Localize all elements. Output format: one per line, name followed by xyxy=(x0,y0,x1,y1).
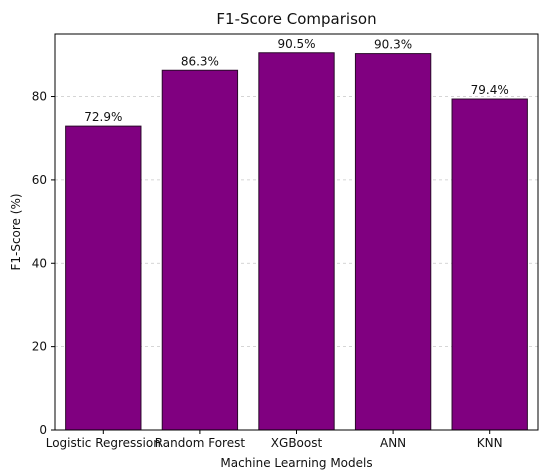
x-tick-label: XGBoost xyxy=(271,436,323,450)
bar-xgboost xyxy=(258,52,335,431)
y-tick-label: 0 xyxy=(39,423,47,437)
y-tick-label: 80 xyxy=(32,90,47,104)
y-axis-label: F1-Score (%) xyxy=(9,193,23,270)
x-axis-label: Machine Learning Models xyxy=(220,456,372,470)
bar-logistic-regression xyxy=(65,125,142,431)
x-tick-label: ANN xyxy=(380,436,406,450)
data-label: 90.3% xyxy=(374,38,412,52)
chart-title: F1-Score Comparison xyxy=(216,10,376,28)
x-tick-label: KNN xyxy=(477,436,503,450)
bars-group xyxy=(65,52,528,431)
y-tick-label: 20 xyxy=(32,340,47,354)
x-tick-label: Logistic Regression xyxy=(46,436,161,450)
bar-random-forest xyxy=(161,69,239,431)
data-label: 79.4% xyxy=(471,83,509,97)
data-label: 72.9% xyxy=(84,110,122,124)
x-tick-label: Random Forest xyxy=(155,436,246,450)
data-label: 86.3% xyxy=(181,54,219,68)
y-tick-label: 60 xyxy=(32,173,47,187)
y-tick-label: 40 xyxy=(32,256,47,270)
bar-knn xyxy=(451,98,528,431)
bar-ann xyxy=(354,53,432,431)
data-labels-group: 72.9% 86.3% 90.5% 90.3% 79.4% xyxy=(84,37,509,124)
data-label: 90.5% xyxy=(277,37,315,51)
